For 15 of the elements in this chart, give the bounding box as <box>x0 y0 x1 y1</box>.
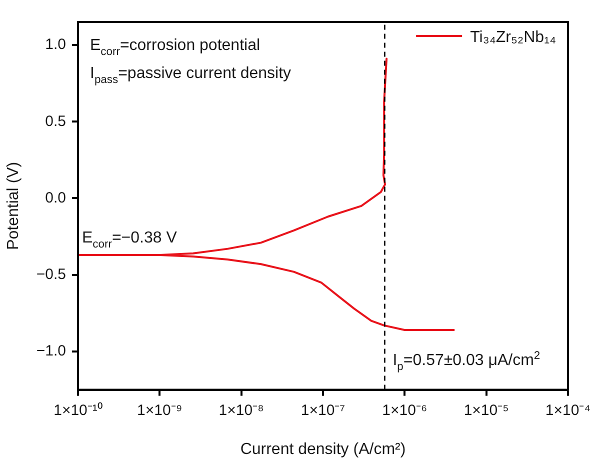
x-tick-label: 1×10⁻⁸ <box>218 402 264 419</box>
x-tick-label: 1×10⁻⁶ <box>382 402 428 419</box>
x-tick-label: 1×10⁻⁷ <box>300 402 346 419</box>
x-tick-label: 1×10⁻⁹ <box>137 402 182 419</box>
y-tick-label: 0.5 <box>45 112 66 130</box>
y-tick-label: −1.0 <box>36 342 66 360</box>
x-tick-label: 1×10⁻⁵ <box>464 402 509 419</box>
y-tick-label: −0.5 <box>36 266 66 284</box>
y-tick-label: 0.0 <box>45 189 66 206</box>
x-tick-label: 1×10⁻⁴ <box>545 402 591 419</box>
y-tick-label: 1.0 <box>45 36 66 54</box>
legend-label: Ti₃₄Zr₅₂Nb₁₄ <box>470 29 556 46</box>
x-tick-label: 1×10⁻¹⁰ <box>54 402 102 419</box>
y-axis-title: Potential (V) <box>5 162 22 250</box>
x-axis-title: Current density (A/cm²) <box>240 440 406 458</box>
